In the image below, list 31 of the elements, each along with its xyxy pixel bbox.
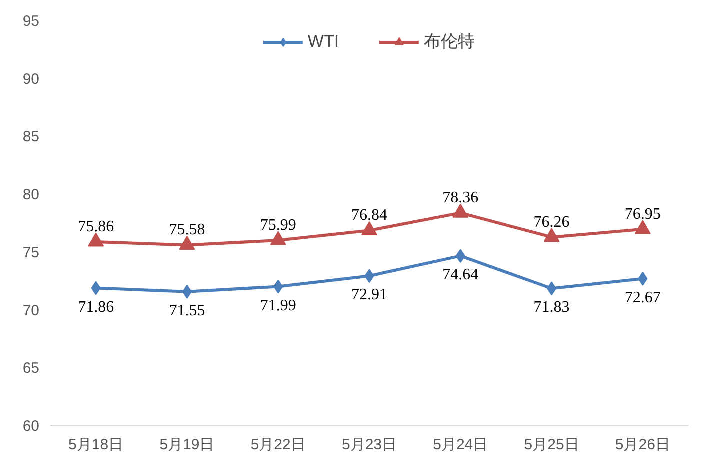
- x-tick-label: 5月24日: [433, 436, 488, 454]
- x-tick-label: 5月25日: [524, 436, 580, 454]
- x-tick-label: 5月22日: [250, 436, 306, 454]
- data-label: 71.99: [260, 297, 296, 314]
- y-tick-label: 75: [22, 244, 40, 262]
- data-label: 71.83: [534, 299, 570, 316]
- x-tick-label: 5月26日: [615, 436, 670, 454]
- x-tick-label: 5月23日: [342, 436, 398, 454]
- y-tick-label: 60: [22, 418, 40, 435]
- data-label: 74.64: [442, 266, 479, 284]
- y-tick-label: 80: [22, 186, 40, 204]
- data-label: 76.26: [534, 214, 570, 231]
- y-tick-label: 95: [22, 13, 40, 30]
- data-label: 71.55: [169, 302, 206, 320]
- data-label: 75.86: [78, 218, 114, 236]
- y-tick-label: 65: [22, 360, 40, 378]
- data-label: 75.99: [260, 216, 296, 234]
- y-tick-label: 90: [22, 70, 40, 88]
- data-label: 72.67: [624, 289, 661, 306]
- y-tick-label: 70: [22, 302, 40, 320]
- y-tick-label: 85: [22, 128, 40, 146]
- x-tick-label: 5月19日: [160, 436, 215, 454]
- legend-label: 布伦特: [424, 31, 476, 53]
- data-label: 78.36: [442, 190, 479, 207]
- data-label: 72.91: [352, 286, 388, 304]
- x-tick-label: 5月18日: [68, 436, 124, 454]
- legend-label: WTI: [308, 32, 340, 52]
- data-label: 75.58: [169, 222, 206, 239]
- data-label: 76.95: [624, 206, 661, 223]
- data-label: 76.84: [352, 207, 388, 224]
- data-label: 71.86: [78, 298, 114, 316]
